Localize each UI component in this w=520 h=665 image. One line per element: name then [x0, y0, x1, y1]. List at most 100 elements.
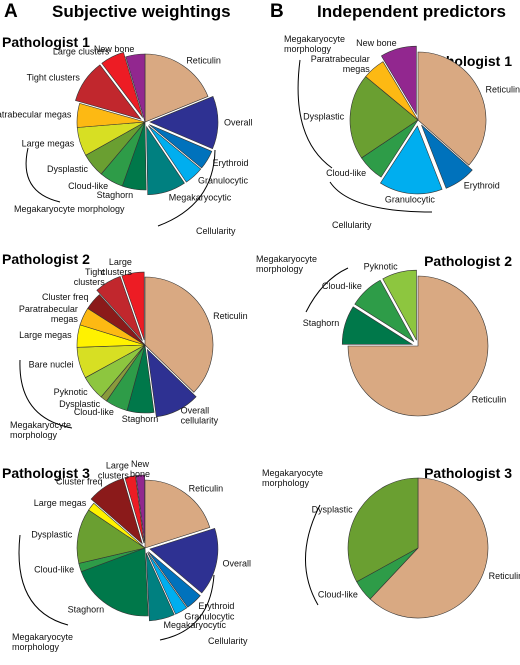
slice-dysplastic — [349, 76, 419, 159]
slice-reticulin — [144, 479, 211, 549]
slice-overall — [149, 96, 219, 150]
slice-label-dysplastic: Dysplastic — [47, 164, 89, 174]
slice-paratrabecular-megas — [76, 102, 146, 128]
slice-cloud-like — [354, 279, 415, 342]
slice-label-pyknotic: Pyknotic — [364, 262, 399, 272]
slice-erythroid — [149, 124, 213, 169]
pie-chart-1: Pathologist 1 Reticulin Overall Erythroid Gr… — [0, 34, 253, 236]
group-bracket — [329, 181, 433, 213]
slice-label-reticulin: Reticulin — [472, 395, 507, 405]
slice-label-new-bone: New bone — [94, 44, 135, 54]
slice-label-staghorn: Staghorn — [303, 318, 340, 328]
chart-title: Pathologist 3 — [424, 465, 512, 481]
slice-label-paratrabecular-megas: Paratrabecular megas — [19, 304, 79, 324]
slice-new-bone — [125, 53, 146, 123]
group-bracket — [305, 267, 349, 313]
slice-label-granulocytic: Granulocytic — [385, 195, 436, 205]
slice-label-tight-clusters: Tight clusters — [74, 267, 106, 287]
pie-chart-5: Pathologist 2 Reticulin Staghorn Cloud-like… — [256, 253, 512, 417]
group-bracket — [159, 574, 215, 641]
slice-label-megakaryocytic: Megakaryocytic — [164, 620, 227, 630]
slice-label-overall: Overall — [222, 558, 251, 568]
slice-label-pyknotic: Pyknotic — [54, 387, 89, 397]
slice-label-megakaryocytic: Megakaryocytic — [169, 192, 232, 202]
slice-reticulin — [144, 276, 214, 393]
group-bracket — [157, 149, 216, 227]
panel-title-b: Independent predictors — [317, 2, 506, 21]
group-bracket — [25, 147, 61, 203]
panel-letter-b: B — [270, 1, 284, 22]
slice-label-overall: Overall — [224, 118, 253, 128]
pie-chart-4: Pathologist 1ReticulinErythroidGranulocy… — [284, 34, 520, 230]
slice-megakaryocytic — [146, 125, 185, 196]
slice-label-cloud-like: Cloud-like — [68, 181, 108, 191]
slice-reticulin — [347, 275, 489, 417]
slice-dysplastic — [76, 509, 146, 564]
group-label-megakaryocyte-morphology: Megakaryocyte morphology — [14, 204, 125, 214]
slice-label-erythroid: Erythroid — [212, 158, 248, 168]
group-bracket — [297, 59, 333, 169]
slice-label-dysplastic: Dysplastic — [312, 504, 354, 514]
slice-granulocytic — [147, 552, 188, 615]
slice-dysplastic — [347, 477, 419, 583]
slice-pyknotic — [382, 269, 417, 341]
panel-letter-a: A — [4, 1, 18, 22]
slice-label-granulocytic: Granulocytic — [198, 176, 249, 186]
chart-title: Pathologist 1 — [2, 34, 90, 50]
slice-label-large-megas: Large megas — [22, 139, 75, 149]
group-label-megakaryocyte-morphology: Megakaryocyte morphology — [262, 468, 323, 488]
slice-label-reticulin: Reticulin — [189, 483, 224, 493]
group-bracket — [19, 359, 73, 429]
group-bracket — [305, 504, 321, 606]
slice-staghorn — [341, 306, 414, 345]
slice-label-reticulin: Reticulin — [186, 56, 221, 66]
slice-reticulin — [144, 53, 209, 123]
slice-large-megas — [88, 502, 146, 549]
slice-label-paratrabecular-megas: Paratrabecular megas — [311, 54, 371, 74]
slice-label-large-clusters: Large clusters — [101, 257, 133, 277]
slice-overall — [149, 527, 219, 594]
slice-label-overall-cellularity: Overall cellularity — [181, 406, 219, 426]
charts: Pathologist 1 Reticulin Overall Erythroid Gr… — [0, 34, 520, 652]
slice-label-tight-clusters: Tight clusters — [27, 72, 81, 82]
group-bracket — [18, 534, 69, 626]
slice-label-cluster-freq: Cluster freq — [56, 476, 103, 486]
slice-erythroid — [148, 551, 201, 608]
slice-new-bone — [135, 474, 145, 544]
slice-tight-clusters — [96, 276, 143, 341]
slice-erythroid — [421, 124, 473, 189]
slice-cluster-freq — [90, 478, 143, 545]
slice-label-cluster-freq: Cluster freq — [42, 292, 89, 302]
slice-tight-clusters — [75, 64, 142, 120]
slice-label-reticulin: Reticulin — [486, 85, 520, 95]
slice-paratrabecular-megas — [365, 61, 419, 121]
pie-chart-3: Pathologist 3 Reticulin Overall ErythroidGr… — [2, 459, 251, 652]
slice-label-large-clusters: Large clusters — [53, 46, 110, 56]
slice-label-dysplastic: Dysplastic — [59, 399, 101, 409]
group-label-cellularity: Cellularity — [332, 220, 372, 230]
slice-reticulin — [369, 477, 489, 619]
slice-label-staghorn: Staghorn — [122, 414, 159, 424]
group-label-cellularity: Cellularity — [196, 226, 236, 236]
slice-new-bone — [380, 45, 417, 116]
chart-title: Pathologist 2 — [424, 253, 512, 269]
slice-overall-cellularity — [146, 348, 197, 418]
slice-granulocytic — [380, 125, 443, 195]
pie-chart-6: Pathologist 3 Reticulin Cloud-like Dysplast… — [262, 465, 520, 619]
slice-staghorn — [80, 547, 149, 617]
slice-label-staghorn: Staghorn — [97, 190, 134, 200]
slice-cluster-freq — [87, 294, 146, 346]
chart-title: Pathologist 3 — [2, 465, 90, 481]
slice-label-reticulin: Reticulin — [213, 311, 248, 321]
group-label-megakaryocyte-morphology: Megakaryocyte morphology — [284, 34, 345, 54]
slice-label-staghorn: Staghorn — [68, 605, 105, 615]
slice-large-clusters — [121, 271, 145, 341]
slice-label-large-clusters: Large clusters — [98, 461, 130, 481]
group-label-megakaryocyte-morphology: Megakaryocyte morphology — [12, 632, 73, 652]
slice-label-erythroid: Erythroid — [198, 601, 234, 611]
slice-large-clusters — [101, 51, 144, 118]
panel-title-a: Subjective weightings — [52, 2, 231, 21]
slice-reticulin — [417, 51, 487, 166]
slice-label-cloud-like: Cloud-like — [318, 590, 358, 600]
